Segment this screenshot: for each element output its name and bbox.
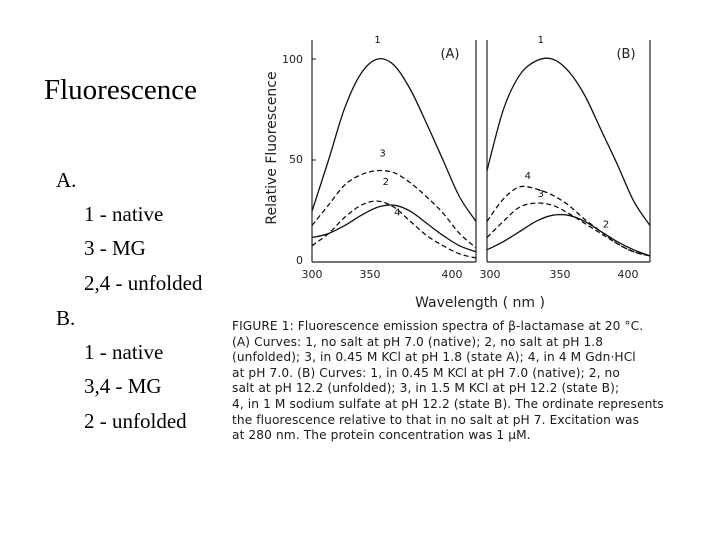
curve-label: 4 [394, 207, 400, 218]
legend-item: 1 - native [84, 340, 164, 364]
legend-item: 3,4 - MG [84, 374, 162, 398]
caption-line: salt at pH 12.2 (unfolded); 3, in 1.5 M … [232, 381, 620, 396]
curve-label: 3 [538, 189, 544, 200]
caption-line: 4, in 1 M sodium sulfate at pH 12.2 (sta… [232, 396, 664, 411]
curve-label: 1 [374, 35, 380, 46]
caption-line: (unfolded); 3, in 0.45 M KCl at pH 1.8 (… [232, 350, 636, 365]
curve-label: 2 [383, 177, 389, 188]
panel-a-label: (A) [440, 47, 459, 62]
spectrum-curve-4 [311, 204, 477, 253]
x-axis-label: Wavelength ( nm ) [415, 295, 545, 311]
curve-label: 2 [603, 220, 609, 231]
panel-b-label: (B) [616, 47, 635, 62]
y-tick-label: 100 [282, 53, 303, 66]
legend-item: 2 - unfolded [84, 409, 187, 433]
spectrum-curve-1 [311, 57, 477, 222]
spectrum-curve-1 [486, 57, 651, 226]
x-tick-label: 400 [618, 268, 639, 281]
curve-label: 4 [525, 171, 531, 182]
x-tick-label: 350 [550, 268, 571, 281]
legend-item: 2,4 - unfolded [84, 271, 203, 295]
x-tick-label: 400 [442, 268, 463, 281]
slide-title: Fluorescence [44, 74, 197, 106]
caption-line: the fluorescence relative to that in no … [232, 412, 640, 427]
legend-heading-b: B. [56, 306, 76, 330]
x-tick-label: 300 [480, 268, 501, 281]
curve-label: 3 [379, 148, 385, 159]
legend-heading-a: A. [56, 168, 77, 192]
panel-a-frame [311, 40, 477, 263]
legend-item: 1 - native [84, 202, 164, 226]
spectrum-curve-2 [486, 213, 651, 257]
spectrum-curve-2 [311, 200, 477, 259]
caption-line: at pH 7.0. (B) Curves: 1, in 0.45 M KCl … [232, 365, 620, 380]
panel-b-curves [486, 57, 651, 257]
y-tick-marks [312, 58, 316, 161]
caption-line: (A) Curves: 1, no salt at pH 7.0 (native… [232, 334, 604, 349]
y-tick-label: 0 [296, 254, 303, 267]
spectrum-curve-4 [486, 185, 651, 257]
figure-caption: FIGURE 1: Fluorescence emission spectra … [232, 319, 702, 444]
spectrum-curve-3 [311, 169, 477, 249]
y-axis-label: Relative Fluorescence [264, 71, 280, 224]
caption-line: at 280 nm. The protein concentration was… [232, 428, 531, 443]
curve-label: 1 [538, 35, 544, 46]
legend-item: 3 - MG [84, 236, 146, 260]
x-tick-label: 300 [302, 268, 323, 281]
panel-b-frame [486, 40, 651, 263]
y-tick-label: 50 [289, 153, 303, 166]
spectrum-curve-3 [486, 202, 651, 257]
caption-line: FIGURE 1: Fluorescence emission spectra … [232, 319, 644, 333]
x-tick-label: 350 [360, 268, 381, 281]
panel-a-curves [311, 57, 477, 259]
